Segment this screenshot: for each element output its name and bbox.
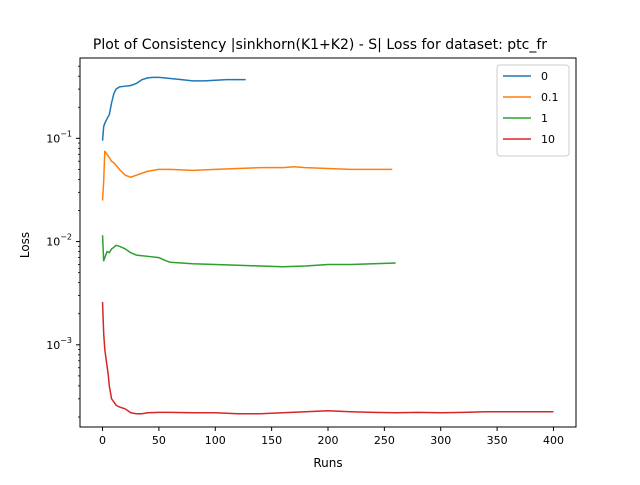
legend-label-0: 0 (541, 70, 548, 83)
y-axis-ticks: 10−3 10−2 10−1 (46, 65, 80, 418)
series-line-0 (101, 76, 246, 141)
legend-label-1: 0.1 (541, 91, 559, 104)
x-tick-label: 350 (487, 434, 508, 447)
series-line-1 (101, 150, 393, 201)
plot-area (101, 76, 554, 415)
x-tick-label: 400 (543, 434, 564, 447)
x-tick-label: 300 (430, 434, 451, 447)
y-tick-label: 10−2 (46, 233, 72, 249)
y-tick-label: 10−3 (46, 336, 72, 352)
series-line-3 (101, 301, 554, 415)
chart-title: Plot of Consistency |sinkhorn(K1+K2) - S… (93, 37, 547, 53)
y-tick-label: 10−1 (46, 129, 72, 145)
legend-box (496, 64, 570, 157)
x-axis-label: Runs (313, 456, 342, 470)
legend-label-2: 1 (541, 112, 548, 125)
y-axis-label: Loss (18, 232, 32, 258)
x-tick-label: 200 (318, 434, 339, 447)
legend: 0 0.1 1 10 (496, 64, 570, 157)
series-line-2 (101, 235, 396, 268)
x-tick-label: 250 (374, 434, 395, 447)
legend-label-3: 10 (541, 133, 555, 146)
x-tick-label: 150 (261, 434, 282, 447)
x-tick-label: 50 (152, 434, 166, 447)
x-axis-ticks: 0 50 100 150 200 250 300 350 400 (99, 427, 564, 447)
x-tick-label: 100 (205, 434, 226, 447)
x-tick-label: 0 (99, 434, 106, 447)
